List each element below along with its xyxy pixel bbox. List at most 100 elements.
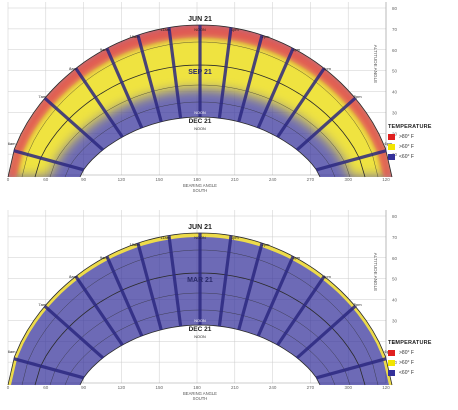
x-tick-label: 120	[118, 385, 126, 390]
hour-label-am: 9am	[100, 47, 108, 52]
legend-label-warm: >60° F	[399, 144, 414, 150]
hour-line	[256, 47, 295, 129]
x-tick-label: 120	[382, 385, 390, 390]
noon-label-middle: NOON	[194, 111, 206, 115]
hour-label-am: 10am	[129, 34, 140, 39]
y-tick-label: 50	[392, 69, 398, 74]
hour-line	[276, 275, 326, 346]
x-axis-title: BEARING ANGLE	[183, 391, 217, 396]
hour-line	[167, 27, 183, 119]
hour-line	[315, 357, 387, 380]
legend-item-hot: >80° F	[388, 133, 454, 141]
x-tick-label: 0	[7, 385, 10, 390]
y-tick-label: 20	[392, 131, 398, 136]
hour-label-pm: 4pm	[323, 274, 331, 279]
y-axis-title: ALTITUDE ANGLE	[373, 45, 378, 83]
legend-swatch-warm	[388, 360, 395, 366]
x-tick-label: 300	[344, 177, 352, 182]
hour-label-pm: 3pm	[292, 255, 300, 260]
legend-label-cool: <60° F	[399, 370, 414, 376]
hour-label-am: 11am	[160, 235, 170, 240]
x-tick-label: 180	[193, 385, 201, 390]
hour-line	[295, 305, 357, 360]
hour-line	[136, 242, 163, 331]
noon-label-middle: NOON	[194, 319, 206, 323]
hour-line	[256, 255, 295, 337]
x-tick-label: 270	[307, 385, 315, 390]
band-warm	[8, 31, 392, 177]
y-tick-label: 70	[392, 27, 398, 32]
x-axis-subtitle: SOUTH	[193, 396, 208, 401]
hour-line	[167, 235, 183, 327]
legend-swatch-hot	[388, 350, 395, 356]
legend-item-warm: >60° F	[388, 359, 454, 367]
hour-label-am: 6am	[8, 141, 16, 146]
y-tick-label: 60	[392, 256, 398, 261]
legend-label-hot: >80° F	[399, 134, 414, 140]
hour-label-pm: 5pm	[354, 302, 362, 307]
noon-label-summer: NOON	[194, 28, 206, 32]
legend-label-cool: <60° F	[399, 154, 414, 160]
hour-label-am: 10am	[129, 242, 140, 247]
y-tick-label: 40	[392, 298, 398, 303]
hour-line	[74, 275, 124, 346]
hour-label-pm: 5pm	[354, 94, 362, 99]
y-tick-label: 30	[392, 318, 398, 323]
sun-path-chart-sep: 8070605040302010060901201501802102402703…	[7, 2, 398, 193]
legend-title: TEMPERATURE	[388, 340, 432, 346]
hour-label-am: 8am	[69, 66, 77, 71]
hour-label-am: 11am	[160, 27, 170, 32]
x-tick-label: 210	[231, 177, 239, 182]
hour-line	[217, 235, 233, 327]
legend-title: TEMPERATURE	[388, 124, 432, 130]
x-tick-label: 90	[81, 177, 87, 182]
hour-label-am: 6am	[8, 349, 16, 354]
hour-line	[43, 97, 105, 152]
x-tick-label: 60	[43, 177, 49, 182]
hour-line	[295, 97, 357, 152]
hour-label-pm: 2pm	[262, 242, 270, 247]
x-tick-label: 120	[118, 177, 126, 182]
hour-line	[136, 34, 163, 123]
legend-item-hot: >80° F	[388, 349, 454, 357]
hour-label-pm: 3pm	[292, 47, 300, 52]
hour-line	[13, 149, 85, 172]
temperature-legend-2: TEMPERATURE >80° F >60° F <60° F	[388, 340, 454, 379]
x-tick-label: 300	[344, 385, 352, 390]
hour-line	[13, 357, 85, 380]
x-tick-label: 150	[155, 177, 163, 182]
x-tick-label: 240	[269, 385, 277, 390]
band-label-winter: DEC 21	[189, 326, 212, 333]
hour-line	[237, 34, 264, 123]
y-tick-label: 40	[392, 90, 398, 95]
y-tick-label: 60	[392, 48, 398, 53]
hour-label-am: 7am	[38, 94, 46, 99]
y-tick-label: 20	[392, 339, 398, 344]
sun-path-chart-mar: 8070605040302010060901201501802102402703…	[7, 210, 398, 401]
hour-line	[105, 255, 144, 337]
hour-line	[276, 67, 326, 138]
hour-line	[105, 47, 144, 129]
x-axis-subtitle: SOUTH	[193, 188, 208, 193]
legend-swatch-hot	[388, 134, 395, 140]
band-label-winter: DEC 21	[189, 118, 212, 125]
noon-label-winter: NOON	[194, 335, 206, 339]
hour-label-am: 9am	[100, 255, 108, 260]
hour-label-pm: 4pm	[323, 66, 331, 71]
hour-line	[237, 242, 264, 331]
band-label-summer: JUN 21	[188, 16, 212, 23]
y-tick-label: 80	[392, 214, 398, 219]
y-axis-title: ALTITUDE ANGLE	[373, 253, 378, 291]
band-heat-group	[8, 25, 392, 177]
x-tick-label: 210	[231, 385, 239, 390]
x-tick-label: 0	[7, 177, 10, 182]
hour-label-pm: 6pm	[385, 141, 393, 146]
legend-item-cool: <60° F	[388, 153, 454, 161]
legend-item-warm: >60° F	[388, 143, 454, 151]
legend-swatch-cool	[388, 370, 395, 376]
legend-swatch-warm	[388, 144, 395, 150]
hour-line	[74, 67, 124, 138]
x-tick-label: 270	[307, 177, 315, 182]
x-tick-label: 150	[155, 385, 163, 390]
